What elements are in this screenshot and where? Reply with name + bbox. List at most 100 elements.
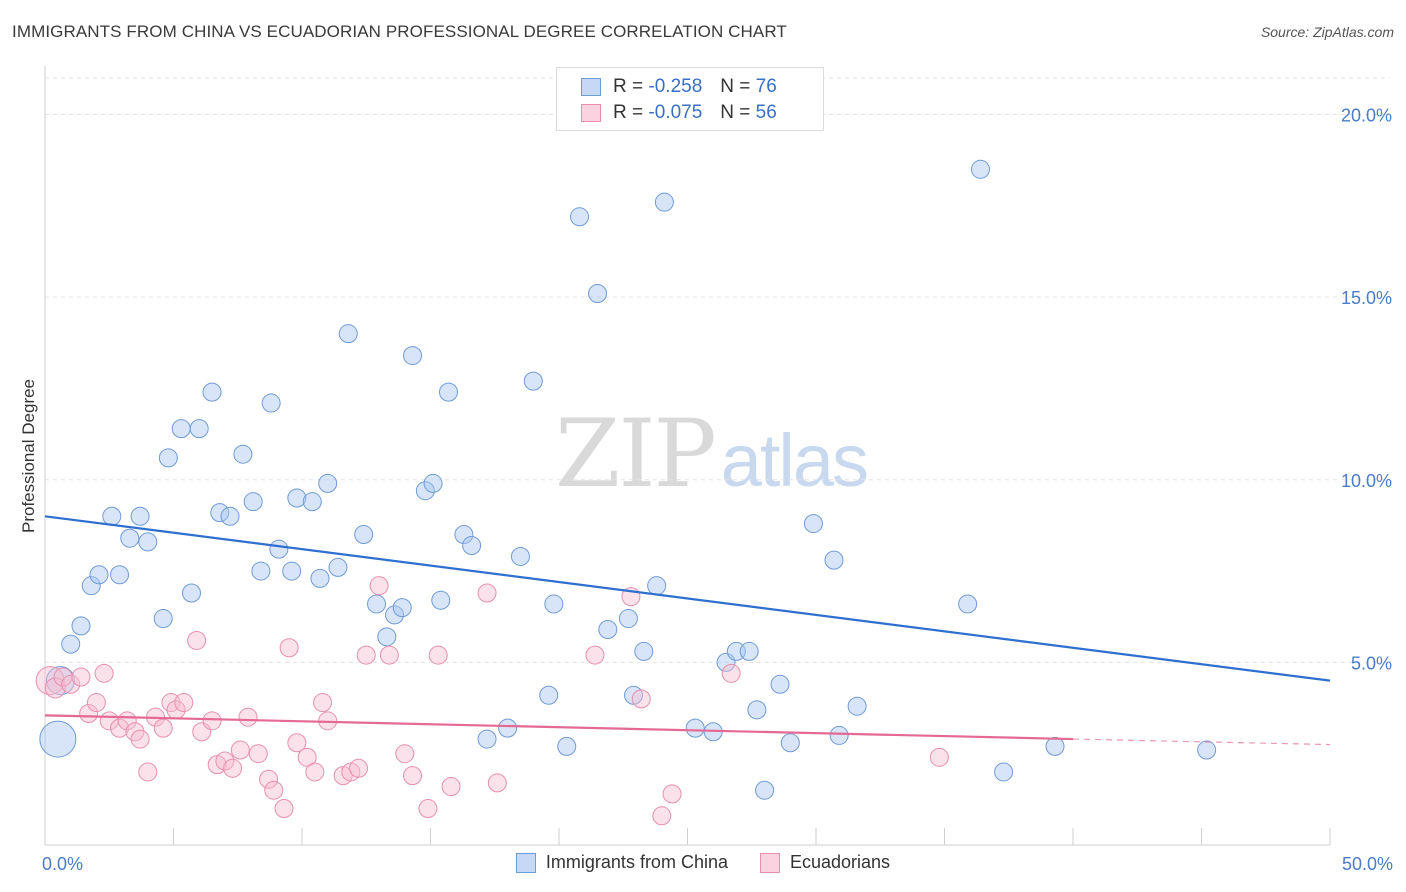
- tick-labels: 5.0% 10.0% 15.0% 20.0% 0.0% 50.0%: [42, 106, 1393, 874]
- trend-line-ecuadorians: [44, 714, 1074, 741]
- china-point: [45, 666, 75, 696]
- ecuadorian-point: [279, 638, 299, 658]
- china-point: [89, 565, 109, 585]
- y-axis-title: Professional Degree: [19, 379, 38, 533]
- china-point: [510, 546, 530, 566]
- ecuadorian-point: [79, 704, 99, 724]
- legend-r-value: -0.075: [648, 102, 703, 123]
- china-point: [431, 590, 451, 610]
- china-point: [318, 473, 338, 493]
- china-point: [110, 565, 130, 585]
- y-tick-label: 20.0%: [1341, 106, 1392, 126]
- china-point: [557, 736, 577, 756]
- ecuadorian-point: [86, 693, 106, 713]
- ecuadorian-point: [174, 693, 194, 713]
- ecuadorian-point: [153, 718, 173, 738]
- china-point: [243, 492, 263, 512]
- series-label-china: Immigrants from China: [545, 852, 728, 872]
- trend-lines: [44, 515, 1331, 746]
- ecuadorian-point: [403, 766, 423, 786]
- china-point: [338, 324, 358, 344]
- legend-row-china: R = -0.258 N = 76: [581, 75, 777, 99]
- china-point: [647, 576, 667, 596]
- china-point: [829, 725, 849, 745]
- china-point: [598, 620, 618, 640]
- axes: [44, 66, 1331, 846]
- watermark-atlas: atlas: [720, 419, 869, 502]
- china-point: [415, 481, 435, 501]
- ecuadorian-point: [238, 707, 258, 727]
- china-point: [39, 720, 77, 758]
- china-point: [523, 371, 543, 391]
- china-point: [189, 419, 209, 439]
- china-point: [477, 729, 497, 749]
- series-legend-china[interactable]: Immigrants from China: [515, 852, 728, 873]
- ecuadorian-point: [356, 645, 376, 665]
- ecuadorian-point: [369, 576, 389, 596]
- china-point: [770, 674, 790, 694]
- watermark: ZIPatlas: [555, 400, 869, 509]
- china-point: [385, 605, 405, 625]
- china-point: [1045, 736, 1065, 756]
- china-point: [102, 506, 122, 526]
- china-point: [251, 561, 271, 581]
- china-point: [302, 492, 322, 512]
- china-point: [438, 382, 458, 402]
- china-point: [392, 598, 412, 618]
- ecuadorian-point: [428, 645, 448, 665]
- china-point: [544, 594, 564, 614]
- china-point: [202, 382, 222, 402]
- y-tick-label: 15.0%: [1341, 288, 1392, 308]
- china-point: [994, 762, 1014, 782]
- china-point: [310, 568, 330, 588]
- ecuadorian-point: [138, 762, 158, 782]
- trend-line-extension: [1072, 738, 1331, 746]
- y-tick-label: 10.0%: [1341, 471, 1392, 491]
- ecuadorian-point: [94, 663, 114, 683]
- legend-swatch-china: [581, 78, 601, 96]
- ecuadorian-point: [71, 667, 91, 687]
- ecuadorian-point: [35, 666, 65, 696]
- china-point: [588, 283, 608, 303]
- chart-title: IMMIGRANTS FROM CHINA VS ECUADORIAN PROF…: [12, 22, 787, 41]
- legend-r-label: R =: [613, 102, 644, 123]
- ecuadorian-point: [418, 798, 438, 818]
- x-tick-label: 50.0%: [1342, 854, 1393, 874]
- china-point: [138, 532, 158, 552]
- ecuadorian-point: [110, 718, 130, 738]
- source-label: Source: ZipAtlas.com: [1260, 24, 1394, 40]
- china-point: [153, 609, 173, 629]
- series-swatch-china: [515, 852, 536, 873]
- china-point: [269, 539, 289, 559]
- china-point: [824, 550, 844, 570]
- series-legend-ecuadorians[interactable]: Ecuadorians: [759, 852, 890, 873]
- ecuadorian-point: [223, 758, 243, 778]
- china-point: [233, 444, 253, 464]
- china-point: [367, 594, 387, 614]
- ecuadorian-point: [202, 711, 222, 731]
- china-point: [803, 514, 823, 534]
- ecuadorian-point: [487, 773, 507, 793]
- china-point: [739, 641, 759, 661]
- legend-n-value: 76: [755, 76, 777, 97]
- ecuadorian-point: [585, 645, 605, 665]
- china-point: [780, 733, 800, 753]
- ecuadorian-point: [130, 729, 150, 749]
- china-point: [210, 503, 230, 523]
- china-point: [498, 718, 518, 738]
- china-point: [282, 561, 302, 581]
- x-tick-label: 0.0%: [42, 854, 83, 874]
- china-point: [634, 641, 654, 661]
- ecuadorian-point: [395, 744, 415, 764]
- china-point: [158, 448, 178, 468]
- ecuadorian-point: [477, 583, 497, 603]
- china-point: [354, 525, 374, 545]
- ecuadorian-point: [652, 806, 672, 826]
- china-point: [685, 718, 705, 738]
- legend-n-value: 56: [755, 102, 777, 123]
- legend-n-label: N =: [720, 102, 751, 123]
- legend-swatch-ecuadorians: [581, 104, 601, 122]
- china-point: [261, 393, 281, 413]
- legend-row-ecuadorians: R = -0.075 N = 56: [581, 101, 777, 125]
